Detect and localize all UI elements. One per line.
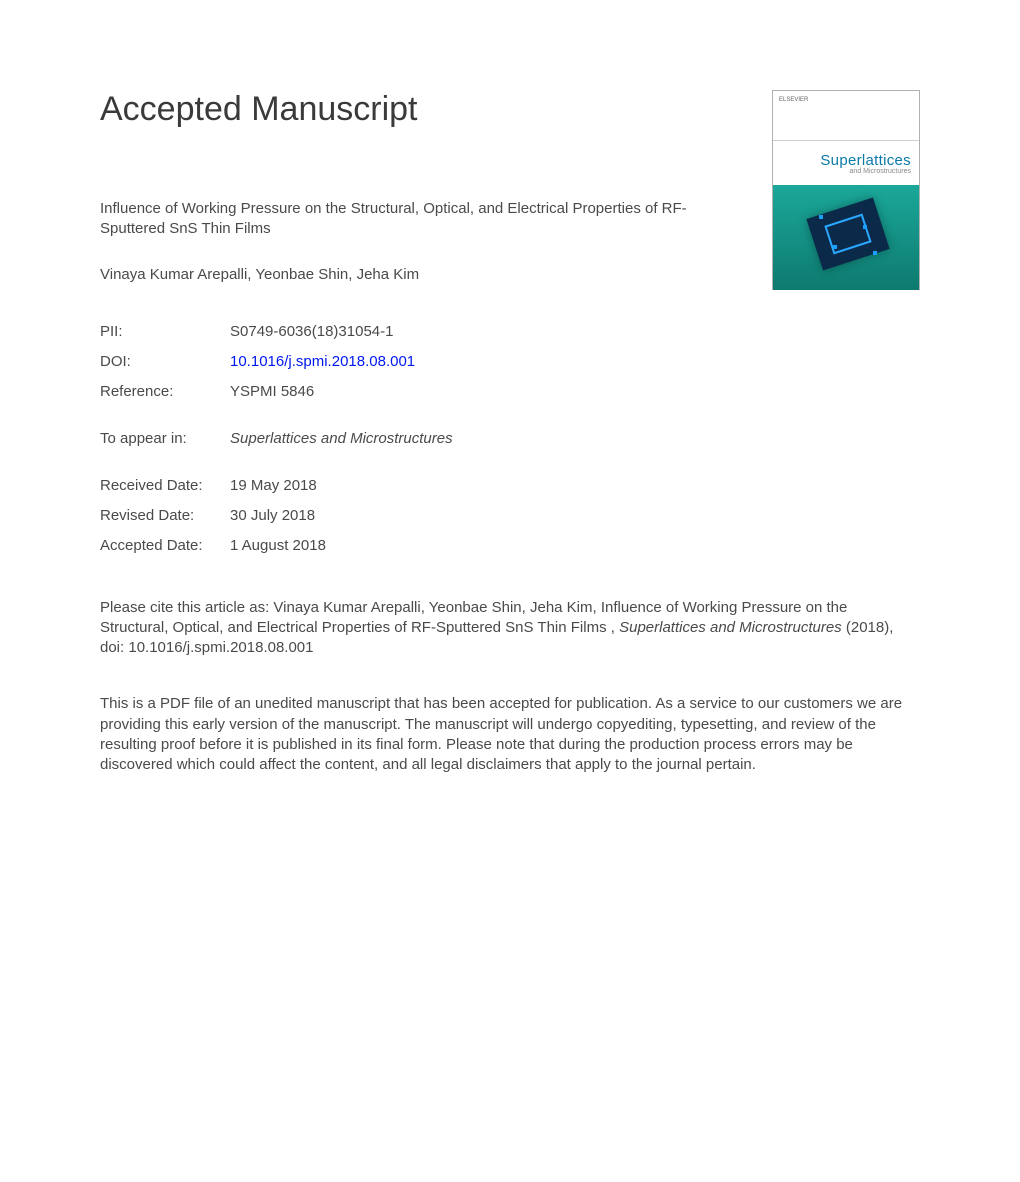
cover-art-dot — [819, 215, 823, 219]
meta-label: Received Date: — [100, 477, 230, 494]
disclaimer-text: This is a PDF file of an unedited manusc… — [100, 694, 920, 775]
meta-row-to-appear-in: To appear in: Superlattices and Microstr… — [100, 430, 920, 447]
publisher-mark: ELSEVIER — [779, 97, 808, 103]
meta-value-pii: S0749-6036(18)31054-1 — [230, 323, 393, 340]
meta-value-journal: Superlattices and Microstructures — [230, 430, 453, 447]
cover-art-dot — [863, 225, 867, 229]
cover-artwork — [773, 185, 919, 290]
meta-value-received: 19 May 2018 — [230, 477, 317, 494]
meta-label: Reference: — [100, 383, 230, 400]
meta-label: DOI: — [100, 353, 230, 370]
meta-row-revised: Revised Date: 30 July 2018 — [100, 507, 920, 524]
cover-title-band: Superlattices and Microstructures — [773, 141, 919, 185]
cover-art-rectangle — [806, 198, 889, 271]
meta-row-doi: DOI: 10.1016/j.spmi.2018.08.001 — [100, 353, 920, 370]
cover-art-dot — [833, 245, 837, 249]
meta-label: PII: — [100, 323, 230, 340]
meta-row-accepted: Accepted Date: 1 August 2018 — [100, 537, 920, 554]
meta-value-accepted: 1 August 2018 — [230, 537, 326, 554]
meta-value-reference: YSPMI 5846 — [230, 383, 314, 400]
cover-header: ELSEVIER — [773, 91, 919, 141]
article-title-block: Influence of Working Pressure on the Str… — [100, 199, 740, 240]
cover-art-dot — [873, 251, 877, 255]
meta-label: To appear in: — [100, 430, 230, 447]
cover-journal-name: Superlattices — [820, 152, 911, 169]
meta-value-revised: 30 July 2018 — [230, 507, 315, 524]
journal-cover-thumbnail: ELSEVIER Superlattices and Microstructur… — [772, 90, 920, 290]
cover-art-inner-rectangle — [824, 214, 871, 255]
metadata-table: PII: S0749-6036(18)31054-1 DOI: 10.1016/… — [100, 323, 920, 554]
citation-text: Please cite this article as: Vinaya Kuma… — [100, 598, 900, 659]
doi-link[interactable]: 10.1016/j.spmi.2018.08.001 — [230, 353, 415, 370]
citation-journal-name: Superlattices and Microstructures — [619, 619, 842, 636]
article-title: Influence of Working Pressure on the Str… — [100, 199, 740, 240]
meta-row-pii: PII: S0749-6036(18)31054-1 — [100, 323, 920, 340]
meta-label: Revised Date: — [100, 507, 230, 524]
meta-label: Accepted Date: — [100, 537, 230, 554]
meta-row-reference: Reference: YSPMI 5846 — [100, 383, 920, 400]
meta-row-received: Received Date: 19 May 2018 — [100, 477, 920, 494]
cover-journal-subtitle: and Microstructures — [850, 168, 911, 175]
